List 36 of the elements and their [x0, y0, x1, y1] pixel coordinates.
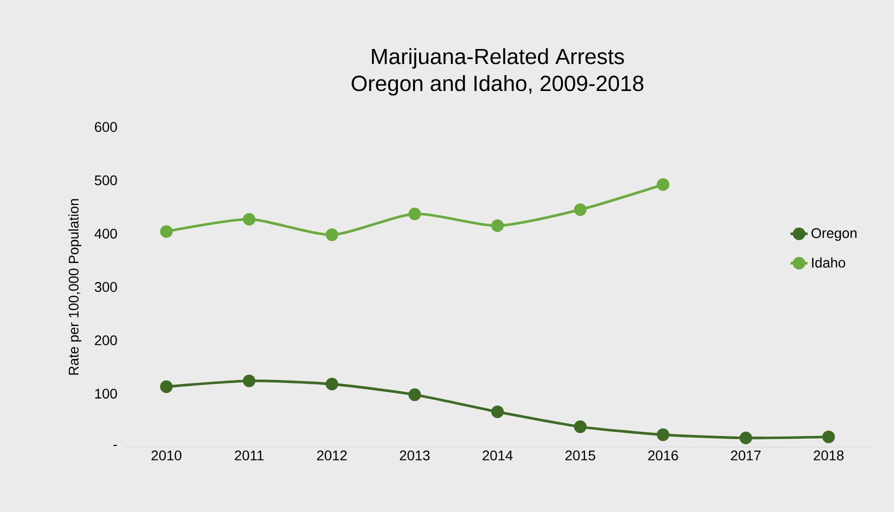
point — [408, 388, 422, 402]
x-tick-label: 2014 — [482, 450, 513, 460]
y-tick-label: 100 — [95, 388, 117, 399]
y-tick-label: 600 — [94, 122, 117, 132]
x-tick-label: 2011 — [234, 450, 264, 460]
point — [491, 219, 504, 232]
y-tick-label: 500 — [94, 175, 117, 186]
x-tick-label: 2017 — [731, 450, 761, 460]
point — [326, 378, 338, 390]
x-tick-label: 2018 — [814, 450, 844, 460]
point — [822, 430, 835, 444]
x-tick-label: 2013 — [400, 450, 430, 460]
chart-title: Marijuana-Related Arrests Oregon and Idaho, 2009-2018 — [352, 48, 644, 96]
y-tick-label: 400 — [94, 228, 117, 239]
point — [242, 212, 256, 226]
point — [242, 374, 256, 388]
point — [574, 203, 587, 216]
x-tick-label: 2016 — [648, 450, 678, 460]
point — [656, 428, 670, 442]
y-tick-label: 300 — [94, 282, 117, 292]
y-tick-label: - — [113, 444, 117, 446]
x-tick-label: 2010 — [152, 450, 182, 460]
point — [656, 178, 670, 191]
point — [574, 420, 587, 434]
legend-label: Idaho — [812, 257, 846, 268]
point — [408, 208, 422, 220]
point — [160, 225, 173, 238]
y-tick-label: 200 — [94, 335, 117, 346]
point — [326, 228, 338, 242]
legend-label: Oregon — [812, 228, 856, 241]
point — [491, 406, 504, 418]
point — [740, 432, 752, 444]
y-axis-title: Rate per 100,000 Population — [68, 199, 82, 375]
x-tick-label: 2015 — [565, 450, 596, 460]
x-tick-label: 2012 — [317, 450, 347, 460]
point — [160, 380, 173, 394]
